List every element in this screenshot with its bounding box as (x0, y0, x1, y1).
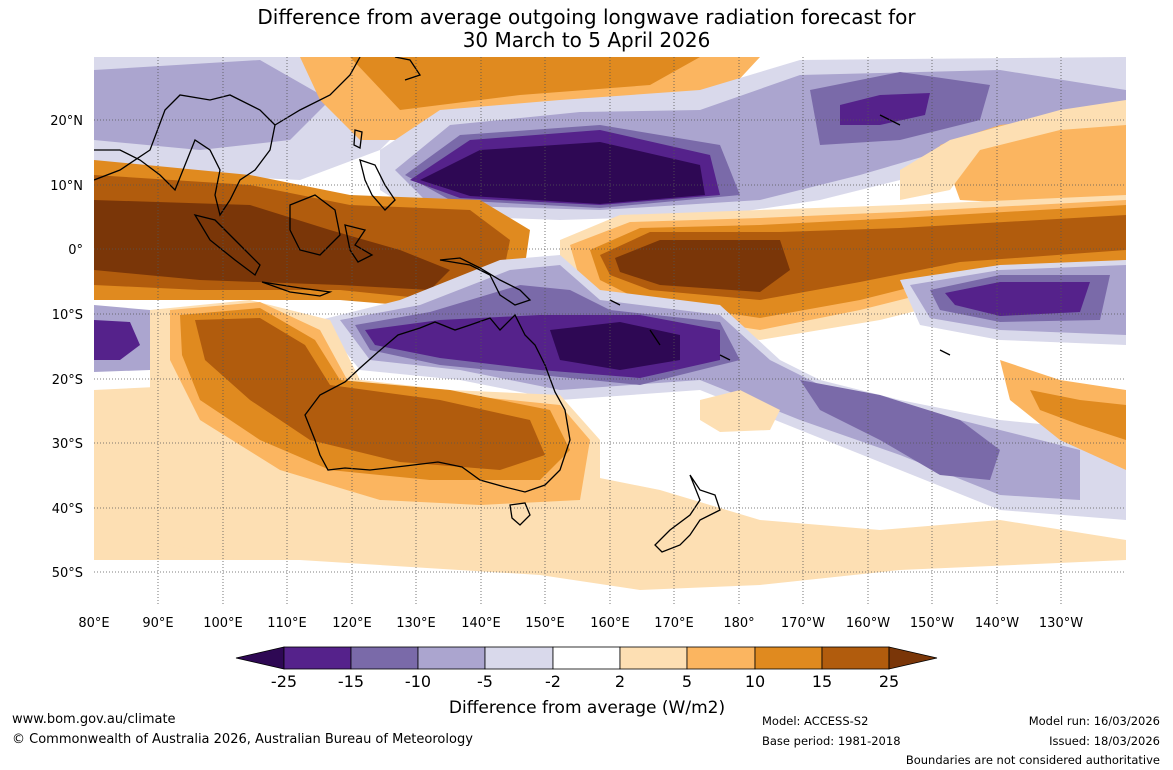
anomaly-region-nepac-light (900, 100, 1126, 200)
lat-label: 20°N (50, 114, 83, 129)
anomaly-region-aus-midpurple2 (800, 380, 1000, 480)
anomaly-region-sepac-darkpurple (945, 282, 1090, 316)
japan-coastline (394, 57, 422, 81)
lat-label: 0° (68, 243, 83, 258)
colorbar (235, 646, 938, 670)
colorbar-tick-label: 2 (615, 672, 625, 691)
new-guinea-coastline (439, 257, 532, 306)
footer-base-period: Base period: 1981-2018 (762, 734, 901, 748)
colorbar-label: Difference from average (W/m2) (449, 698, 725, 718)
colorbar-tick-label: 15 (812, 672, 832, 691)
lon-label: 130°W (1039, 616, 1083, 631)
lon-label: 150°W (910, 616, 954, 631)
lon-label: 140°E (461, 616, 501, 631)
colorbar-segment (686, 646, 756, 670)
colorbar-segment (552, 646, 621, 670)
colorbar-segment (821, 646, 890, 670)
colorbar-segment (754, 646, 823, 670)
anomaly-region-npac-deeppurple (420, 142, 705, 204)
tasmania-coastline (509, 502, 531, 526)
lon-label: 110°E (267, 616, 307, 631)
lat-label: 20°S (52, 373, 83, 388)
anomaly-region-cpac-darkbrown (615, 240, 790, 292)
lat-label: 50°S (52, 566, 83, 581)
lon-label: 160°W (846, 616, 890, 631)
lon-label: 180° (723, 616, 754, 631)
lon-label: 160°E (590, 616, 630, 631)
graticule (94, 57, 1126, 605)
anomaly-region-aus-deeppurple (550, 322, 680, 370)
lon-label: 80°E (78, 616, 109, 631)
sumatra-coastline (193, 213, 261, 276)
colorbar-arrow-low (235, 646, 285, 670)
anomaly-region-tasman-light (700, 390, 780, 432)
pacific-islands-coastline (609, 114, 951, 361)
lon-label: 130°E (396, 616, 436, 631)
anomaly-region-indian-darkpurple (94, 320, 140, 360)
lon-label: 170°E (654, 616, 694, 631)
footer-website[interactable]: www.bom.gov.au/climate (12, 712, 176, 727)
lon-label: 140°W (975, 616, 1019, 631)
anomaly-region-north-purple (94, 60, 330, 150)
lat-label: 10°S (52, 308, 83, 323)
colorbar-tick-label: -25 (271, 672, 297, 691)
australia-coastline (304, 313, 571, 493)
java-coastline (261, 281, 333, 297)
colorbar-tick-label: -15 (338, 672, 364, 691)
new-zealand-coastline (654, 474, 721, 553)
footer-issued: Issued: 18/03/2026 (1049, 734, 1160, 748)
taiwan-coastline (353, 129, 363, 149)
colorbar-tick-label: 5 (682, 672, 692, 691)
colorbar-tick-label: -2 (545, 672, 561, 691)
map-title-line1: Difference from average outgoing longwav… (257, 5, 916, 29)
asia-coastline (94, 94, 276, 217)
china-coastline (274, 57, 361, 126)
anomaly-region-aus-brown (195, 318, 545, 470)
colorbar-segment (283, 646, 352, 670)
footer-disclaimer: Boundaries are not considered authoritat… (905, 753, 1160, 767)
colorbar-arrow-high (888, 646, 938, 670)
colorbar-tick-label: -5 (477, 672, 493, 691)
borneo-coastline (289, 194, 341, 256)
philippines-coastline (359, 159, 396, 211)
lat-label: 40°S (52, 502, 83, 517)
anomaly-region-hawaii-darkpurple (840, 93, 930, 125)
footer-model-run: Model run: 16/03/2026 (1028, 714, 1160, 728)
lon-label: 120°E (332, 616, 372, 631)
footer-copyright: © Commonwealth of Australia 2026, Austra… (12, 732, 473, 747)
map-title-line2: 30 March to 5 April 2026 (462, 28, 711, 52)
colorbar-tick-label: 25 (879, 672, 899, 691)
colorbar-segment (417, 646, 486, 670)
lon-label: 150°E (525, 616, 565, 631)
footer-model: Model: ACCESS-S2 (762, 714, 869, 728)
anomaly-region-south-white (94, 560, 1126, 605)
anomaly-region-tasman-darkorange (1030, 390, 1126, 440)
coastlines (94, 57, 951, 553)
lon-label: 90°E (142, 616, 173, 631)
colorbar-tick-label: 10 (745, 672, 765, 691)
lon-label: 100°E (203, 616, 243, 631)
colorbar-segment (350, 646, 419, 670)
colorbar-tick-label: -10 (405, 672, 431, 691)
sulawesi-coastline (344, 224, 374, 263)
colorbar-segment (619, 646, 688, 670)
anomaly-region-eq-darkbrown (94, 200, 450, 290)
lat-label: 10°N (50, 179, 83, 194)
colorbar-segment (484, 646, 554, 670)
anomaly-region-north-darkorange (350, 57, 700, 110)
lat-label: 30°S (52, 437, 83, 452)
lon-label: 170°W (781, 616, 825, 631)
